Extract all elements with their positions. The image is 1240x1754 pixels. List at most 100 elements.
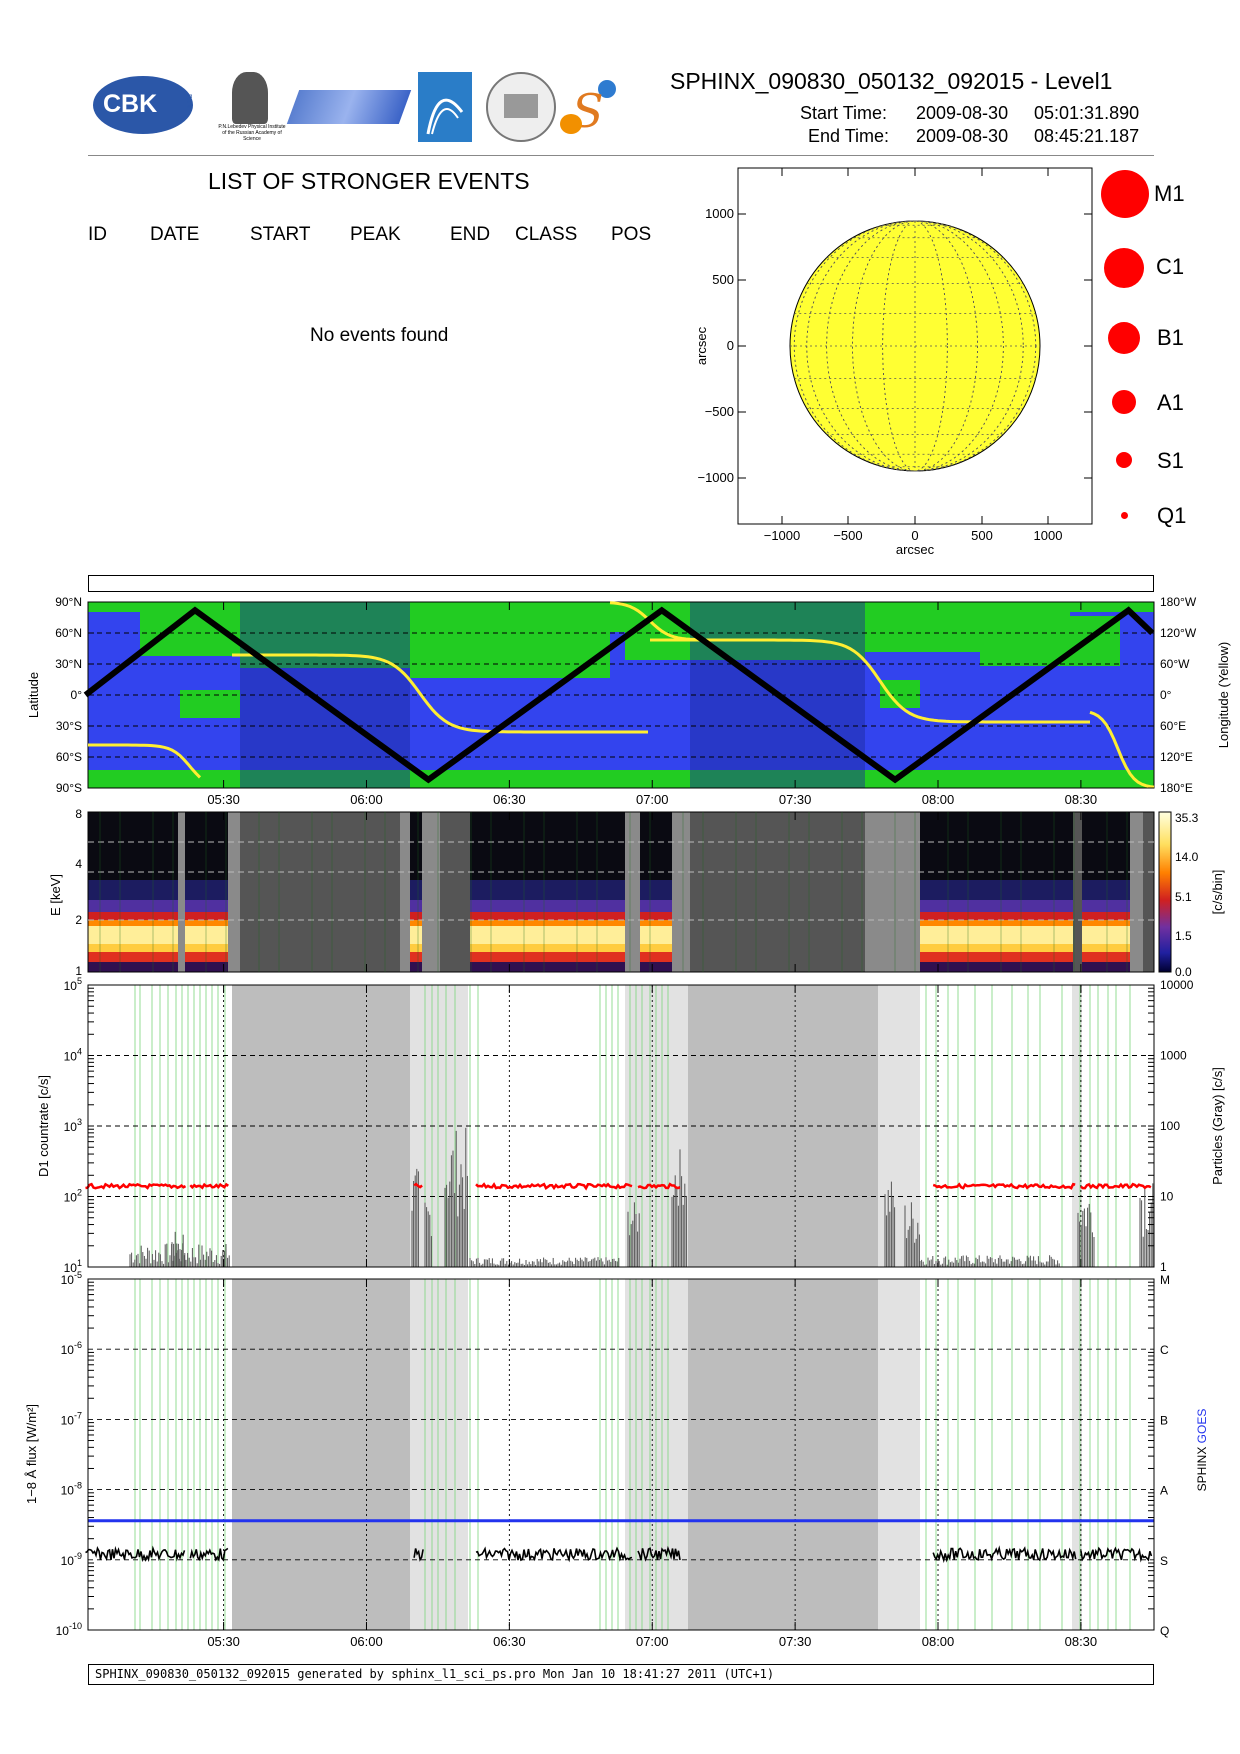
saa-interval (1072, 1279, 1082, 1630)
spectrogram-gap (865, 812, 920, 972)
countrate-ytick-label: 105 (64, 976, 82, 993)
spectrogram-gap (672, 812, 690, 972)
sun-xtick-4: 1000 (1034, 528, 1063, 543)
spectrogram-band (470, 912, 625, 920)
solar-meridian (882, 220, 948, 472)
spectrogram-band (640, 944, 672, 952)
size-label-s1: S1 (1157, 448, 1184, 473)
d1-series (85, 1182, 1152, 1191)
spectrogram-band (88, 900, 178, 912)
spectrogram-band (470, 880, 625, 900)
spectrogram-gap (400, 812, 410, 972)
saa-interval (410, 1279, 468, 1630)
latitude-track (83, 606, 1155, 784)
spectrogram-band (1082, 952, 1130, 962)
spectrogram-band (88, 926, 178, 944)
spectrogram-band (470, 944, 625, 952)
flux-frame (87, 1278, 1155, 1631)
start-time-label: Start Time: (800, 103, 888, 123)
spectrogram-gap (1130, 812, 1143, 972)
spectrogram-band (88, 944, 178, 952)
logo-bar: CBK PAN P.N.Lebedev Physical Institute o… (88, 70, 648, 150)
spectrogram-band (185, 900, 228, 912)
flux-class-label: M (1160, 1273, 1170, 1287)
spectrogram-gridlines (88, 812, 1154, 972)
lebedev-logo: P.N.Lebedev Physical Institute of the Ru… (216, 72, 286, 144)
high-particle-zone (410, 606, 610, 678)
cbk-logo-subtext: PAN (185, 94, 192, 108)
sun-ytick-3: −500 (705, 404, 734, 419)
size-dot-q1 (1121, 512, 1128, 519)
time-tick-label: 07:00 (636, 792, 669, 807)
spectrogram-band (640, 962, 672, 972)
start-time: 05:01:31.890 (1034, 103, 1140, 123)
sphinx-series (85, 1545, 1153, 1564)
orbit-y2tick-label: 120°E (1160, 750, 1193, 764)
flux-ytick-label: 10-6 (61, 1340, 82, 1357)
colorbar-tick-3: 1.5 (1175, 929, 1192, 943)
colorbar-tick-2: 5.1 (1175, 890, 1192, 904)
spec-ytick-4: 4 (75, 857, 82, 871)
spectrogram-gap (228, 812, 240, 972)
spec-ylabel: E [keV] (48, 874, 63, 916)
spectrogram-band (410, 900, 422, 912)
file-title: SPHINX_090830_050132_092015 - Level1 (670, 68, 1113, 94)
size-dot-s1 (1116, 452, 1132, 468)
col-start: START (250, 224, 311, 245)
spectrogram-gap (178, 812, 185, 972)
spectrogram-band (1082, 912, 1130, 920)
flux-y2label: SPHINX GOES (1195, 1409, 1209, 1492)
no-events-message: No events found (310, 325, 449, 346)
cbk-logo: CBK PAN (93, 76, 203, 136)
flux-y2label-goes: GOES (1195, 1409, 1209, 1444)
spectrogram-band (470, 962, 625, 972)
orbit-ytick-label: 90°S (56, 781, 82, 795)
flux-ytick-label: 10-8 (61, 1481, 82, 1498)
sun-xtick-3: 500 (971, 528, 993, 543)
eclipse-interval (232, 985, 410, 1267)
time-tick-label: 06:30 (493, 1634, 526, 1649)
spectrogram-band (640, 920, 672, 926)
spectrogram-band (410, 926, 422, 944)
high-particle-zone (625, 612, 865, 660)
space-research-seal (486, 72, 556, 142)
sun-map-ticks (738, 168, 1092, 524)
orbit-ytick-label: 60°N (55, 626, 82, 640)
orbit-ytick-label: 30°S (56, 719, 82, 733)
countrate-y2label: Particles (Gray) [c/s] (1210, 1067, 1225, 1185)
spectrogram-band (920, 952, 1073, 962)
col-id: ID (88, 224, 107, 245)
d1-segment (413, 1182, 423, 1189)
sphinx-segment (85, 1545, 186, 1563)
saa-interval (878, 1279, 920, 1630)
spectrogram-band (920, 944, 1073, 952)
lebedev-caption: P.N.Lebedev Physical Institute of the Ru… (218, 124, 286, 142)
time-tick-label: 06:00 (350, 1634, 383, 1649)
sphinx-segment (932, 1545, 1077, 1564)
spectrogram-band (470, 920, 625, 926)
orbit-y2tick-label: 0° (1160, 688, 1172, 702)
countrate-ytick-label: 103 (64, 1117, 82, 1134)
spectrogram-band (410, 920, 422, 926)
time-tick-label: 08:30 (1065, 1634, 1098, 1649)
eclipse-interval (688, 1279, 878, 1630)
orbit-panel: 90°N 180°W 60°N 120°W 30°N 60°W 0° 0° 30°S 60°E 60… (26, 595, 1231, 795)
flux-class-label: B (1160, 1413, 1168, 1427)
flux-panel: 10-5 M 10-6 C 10-7 B 10-8 A 10-9 S 10-10 Q 1−8 Å fl… (24, 1270, 1209, 1638)
time-tick-label: 05:30 (207, 1634, 240, 1649)
col-end: END (450, 224, 491, 245)
spectrogram-band (410, 912, 422, 920)
countrate-y2tick-label: 1000 (1160, 1049, 1187, 1063)
end-time: 08:45:21.187 (1034, 126, 1140, 146)
spectrogram-band (920, 962, 1073, 972)
time-axes: 05:30 06:00 06:30 07:00 07:30 08:00 08:30 05:30… (207, 602, 1097, 1649)
size-dot-b1 (1108, 322, 1140, 354)
spectrogram-band (185, 944, 228, 952)
spectrogram-gap (625, 812, 640, 972)
size-dot-m1 (1101, 170, 1149, 218)
orbit-y2label: Longitude (Yellow) (1216, 642, 1231, 748)
d1-segment (1080, 1182, 1152, 1190)
header-rule (88, 155, 1154, 156)
spectrogram-band (185, 912, 228, 920)
countrate-gridlines (88, 985, 1154, 1267)
